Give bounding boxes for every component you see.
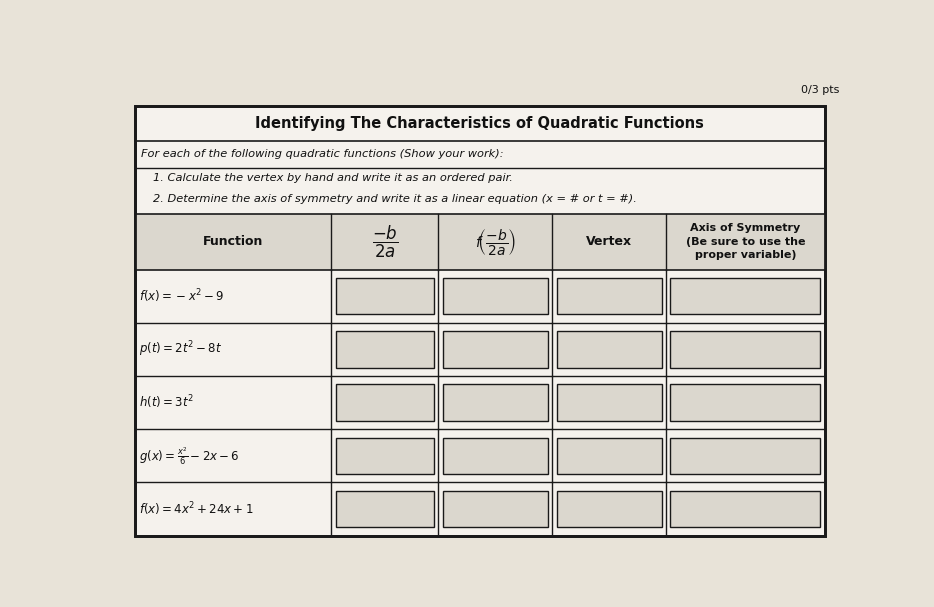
FancyBboxPatch shape [671,438,820,474]
FancyBboxPatch shape [134,106,825,535]
Text: Axis of Symmetry
(Be sure to use the
proper variable): Axis of Symmetry (Be sure to use the pro… [686,223,805,260]
FancyBboxPatch shape [671,278,820,314]
FancyBboxPatch shape [443,331,548,368]
Text: Identifying The Characteristics of Quadratic Functions: Identifying The Characteristics of Quadr… [255,115,704,131]
FancyBboxPatch shape [117,73,841,106]
FancyBboxPatch shape [443,438,548,474]
Text: $p(t) = 2t^2 - 8t$: $p(t) = 2t^2 - 8t$ [139,339,222,359]
Text: $f\!\left(\dfrac{-b}{2a}\right)$: $f\!\left(\dfrac{-b}{2a}\right)$ [474,226,516,257]
FancyBboxPatch shape [443,384,548,421]
FancyBboxPatch shape [134,214,825,270]
Text: $f(x) = 4x^2 + 24x + 1$: $f(x) = 4x^2 + 24x + 1$ [139,500,254,518]
Text: Function: Function [203,235,263,248]
FancyBboxPatch shape [443,278,548,314]
Text: 2. Determine the axis of symmetry and write it as a linear equation (x = # or t : 2. Determine the axis of symmetry and wr… [153,194,637,204]
FancyBboxPatch shape [336,331,434,368]
FancyBboxPatch shape [336,438,434,474]
FancyBboxPatch shape [671,384,820,421]
Text: For each of the following quadratic functions (Show your work):: For each of the following quadratic func… [141,149,503,159]
FancyBboxPatch shape [557,278,661,314]
Text: $\dfrac{-b}{2a}$: $\dfrac{-b}{2a}$ [372,223,398,260]
FancyBboxPatch shape [336,491,434,527]
FancyBboxPatch shape [336,278,434,314]
FancyBboxPatch shape [557,384,661,421]
Text: $h(t) = 3t^2$: $h(t) = 3t^2$ [139,394,194,412]
FancyBboxPatch shape [443,491,548,527]
FancyBboxPatch shape [671,331,820,368]
Text: $f(x) = -x^2 - 9$: $f(x) = -x^2 - 9$ [139,287,224,305]
FancyBboxPatch shape [671,491,820,527]
FancyBboxPatch shape [336,384,434,421]
FancyBboxPatch shape [557,491,661,527]
Text: Vertex: Vertex [586,235,632,248]
FancyBboxPatch shape [557,438,661,474]
FancyBboxPatch shape [557,331,661,368]
Text: 0/3 pts: 0/3 pts [800,84,839,95]
Text: 1. Calculate the vertex by hand and write it as an ordered pair.: 1. Calculate the vertex by hand and writ… [153,173,513,183]
Text: $g(x) = \frac{x^2}{6} - 2x - 6$: $g(x) = \frac{x^2}{6} - 2x - 6$ [139,445,240,467]
